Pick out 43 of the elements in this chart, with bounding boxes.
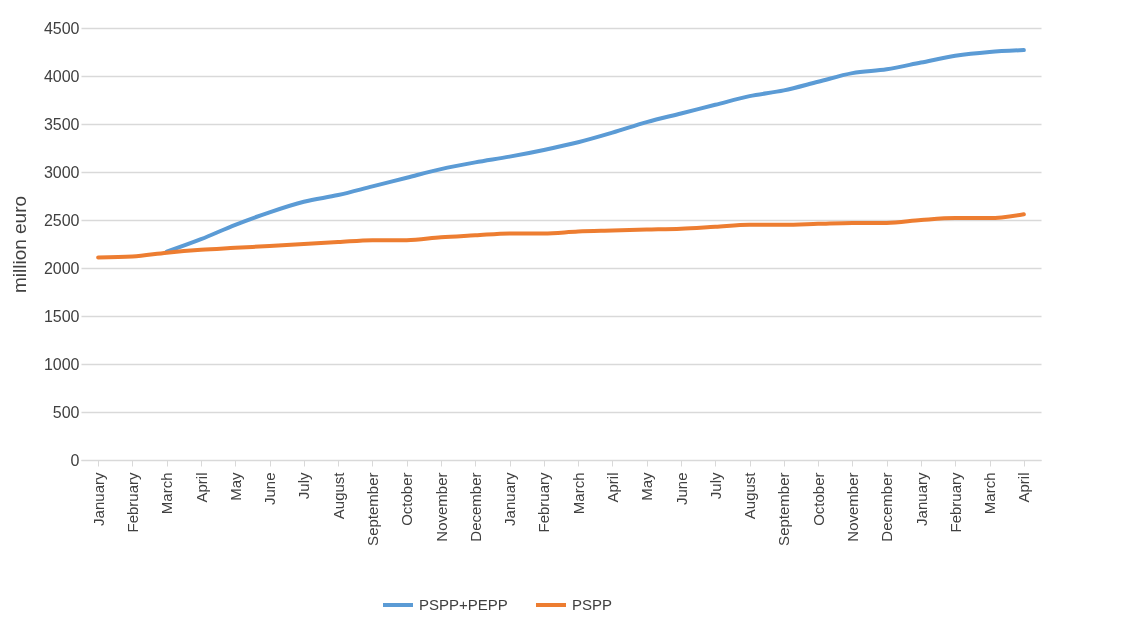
line-series — [96, 212, 1026, 260]
x-tick-label: April — [603, 472, 621, 503]
y-tick-label: 2500 — [43, 211, 80, 229]
x-tick-label: February — [535, 472, 553, 533]
x-tick-label: April — [1015, 472, 1033, 503]
x-tick-label: November — [432, 472, 450, 542]
x-tick-label: March — [158, 472, 176, 515]
y-tick-label: 1000 — [43, 355, 80, 373]
y-axis-title: million euro — [8, 195, 30, 294]
x-tick-label: March — [569, 472, 587, 515]
y-tick-label: 0 — [70, 451, 80, 469]
y-tick-label: 4500 — [43, 19, 80, 37]
x-tick-label: August — [741, 471, 759, 520]
x-tick-label: February — [123, 472, 141, 533]
x-tick-label: July — [706, 472, 724, 500]
x-tick-label: January — [912, 472, 930, 526]
y-tick-label: 4000 — [43, 67, 80, 85]
x-tick-label: May — [638, 472, 656, 501]
x-tick-label: April — [192, 472, 210, 503]
x-tick-label: January — [89, 472, 107, 526]
x-tick-label: June — [672, 472, 690, 506]
x-tick-label: October — [809, 472, 827, 526]
x-tick-label: May — [226, 472, 244, 501]
legend-label: PSPP+PEPP — [419, 596, 508, 613]
line-series — [164, 48, 1026, 254]
y-tick-label: 500 — [52, 403, 80, 421]
y-tick-label: 1500 — [43, 307, 80, 325]
x-tick-label: November — [843, 472, 861, 542]
x-tick-label: September — [775, 472, 793, 546]
y-tick-label: 3500 — [43, 115, 80, 133]
x-tick-label: February — [946, 472, 964, 533]
x-tick-label: June — [261, 472, 279, 506]
y-tick-label: 2000 — [43, 259, 80, 277]
x-tick-label: December — [878, 472, 896, 542]
y-tick-label: 3000 — [43, 163, 80, 181]
x-tick-label: December — [466, 472, 484, 542]
x-tick-label: October — [398, 472, 416, 526]
x-tick-label: September — [363, 472, 381, 546]
x-tick-label: August — [329, 471, 347, 520]
x-tick-label: July — [295, 472, 313, 500]
x-tick-label: March — [981, 472, 999, 515]
legend-label: PSPP — [572, 596, 613, 613]
x-tick-label: January — [501, 472, 519, 526]
